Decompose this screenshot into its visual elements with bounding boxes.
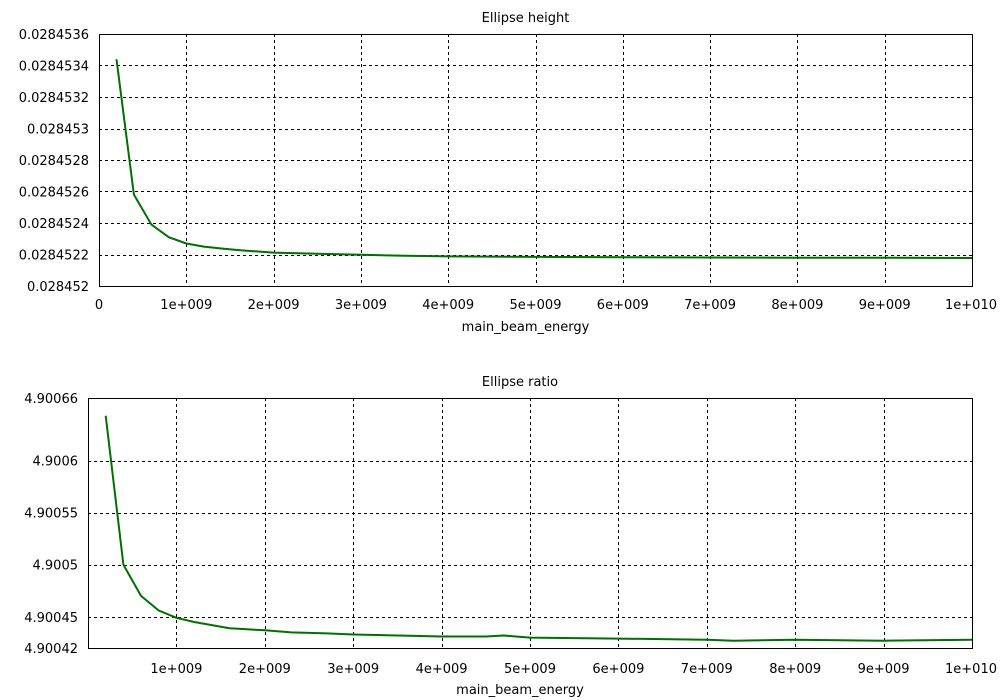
ratio-y-tick-label: 4.90066 [24,392,78,407]
height-x-tick-label: 9e+009 [859,298,911,313]
height-y-tick-label: 0.028453 [27,123,89,138]
height-y-tick-label: 0.0284528 [19,154,89,169]
ratio-y-tick-label: 4.9005 [33,559,79,574]
ellipse-height-chart: Ellipse height 0.028452 0.0284522 0.0284524… [19,11,997,335]
height-y-tick-label: 0.0284532 [19,91,89,106]
ratio-chart-title: Ellipse ratio [482,375,558,390]
ratio-x-tick-label: 7e+009 [681,662,733,677]
height-y-tick-label: 0.0284524 [19,217,89,232]
height-y-tick-label: 0.028452 [27,280,89,295]
height-y-tick-label: 0.0284534 [19,60,89,75]
ratio-x-tick-label: 8e+009 [769,662,821,677]
ratio-x-tick-label: 1e+010 [945,662,997,677]
height-x-tick-label: 6e+009 [597,298,649,313]
height-x-tick-label: 1e+009 [160,298,212,313]
ratio-y-tick-label: 4.90045 [24,611,78,626]
height-x-axis-label: main_beam_energy [462,320,590,335]
ratio-x-tick-label: 3e+009 [327,662,379,677]
ratio-x-tick-label: 1e+009 [150,662,202,677]
ratio-x-tick-label: 9e+009 [858,662,910,677]
ratio-x-tick-label: 5e+009 [504,662,556,677]
ratio-x-tick-label: 4e+009 [416,662,468,677]
height-series-line [115,59,973,259]
height-x-tick-label: 5e+009 [510,298,562,313]
height-chart-title: Ellipse height [482,11,570,26]
ellipse-ratio-chart: Ellipse ratio 4.90042 4.90045 4.9005 4.90055… [24,375,997,698]
ratio-x-axis-label: main_beam_energy [456,683,584,698]
ratio-plot-frame [88,398,973,649]
height-x-tick-label: 1e+010 [945,298,997,313]
ratio-y-tick-label: 4.90042 [24,642,78,657]
height-y-tick-label: 0.0284522 [19,249,89,264]
ratio-series-line [104,415,973,642]
height-y-tick-label: 0.0284526 [19,186,89,201]
height-x-tick-label: 2e+009 [248,298,300,313]
height-y-tick-label: 0.0284536 [19,28,89,43]
ratio-y-tick-label: 4.90055 [24,507,78,522]
ratio-x-tick-label: 6e+009 [592,662,644,677]
ratio-y-tick-label: 4.9006 [33,455,79,470]
height-x-tick-label: 7e+009 [684,298,736,313]
height-x-tick-label: 4e+009 [422,298,474,313]
ratio-x-tick-label: 2e+009 [239,662,291,677]
height-x-tick-label: 0 [95,298,103,313]
height-plot-frame [99,34,973,287]
height-x-tick-label: 8e+009 [771,298,823,313]
height-x-tick-label: 3e+009 [335,298,387,313]
